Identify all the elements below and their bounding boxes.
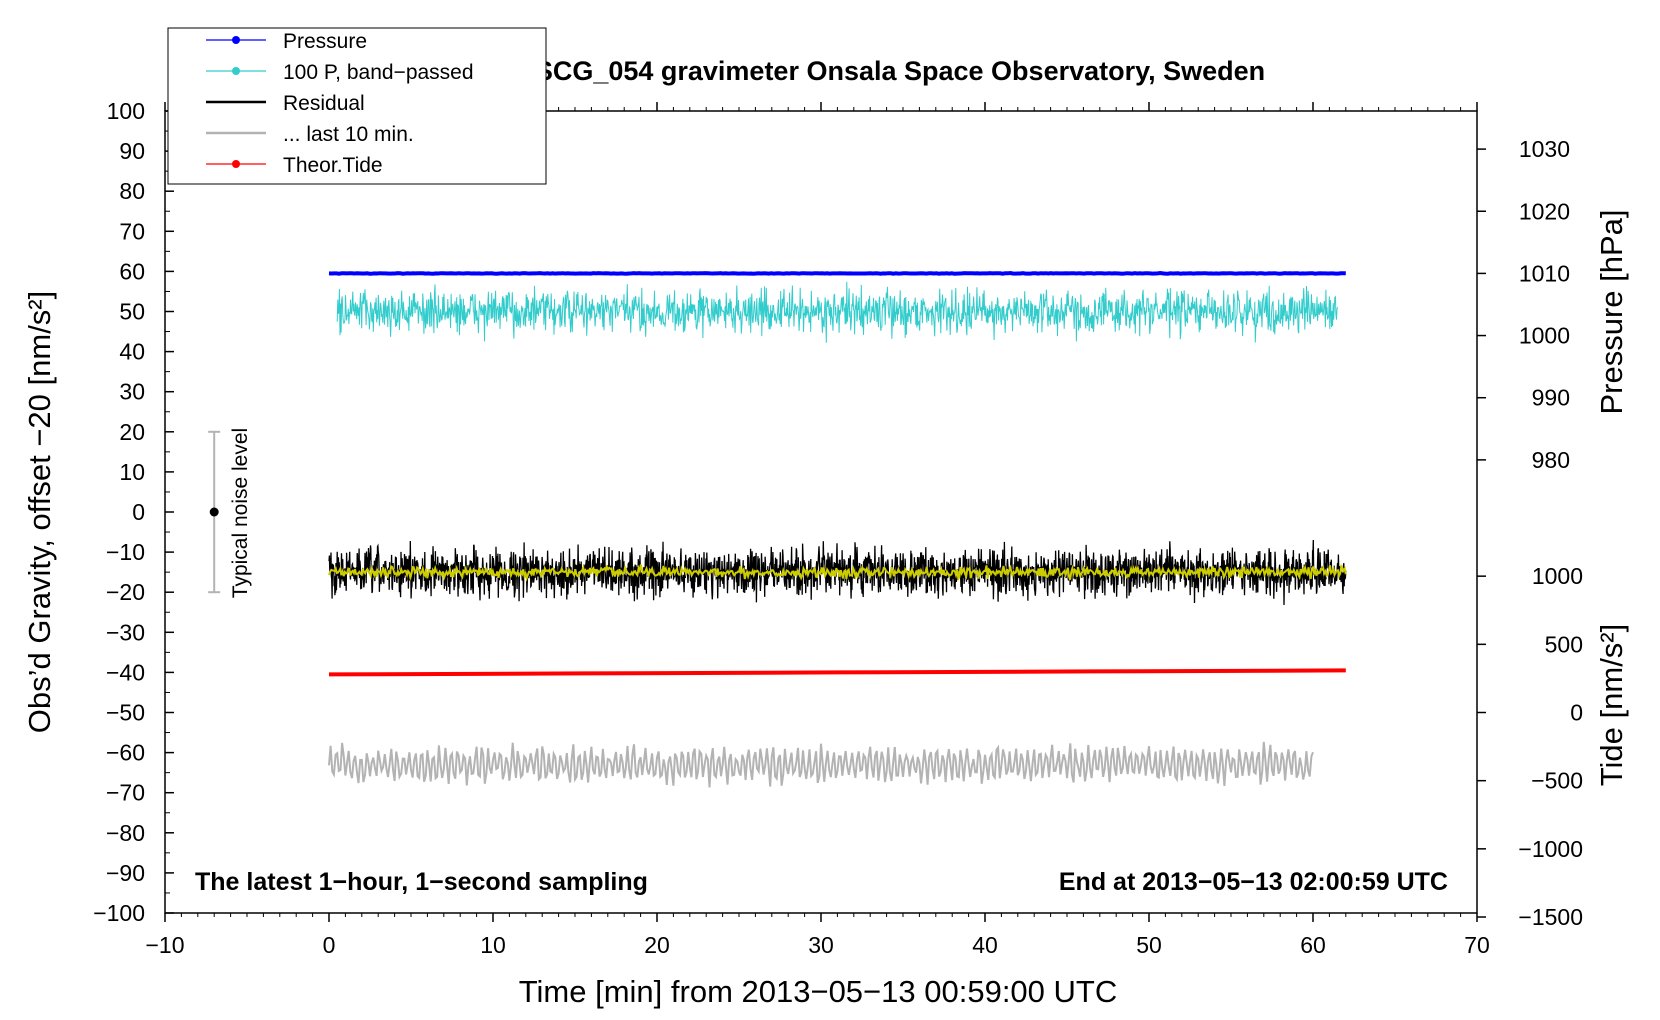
y-tick-label: −20 (106, 579, 145, 605)
x-tick-label: 0 (323, 932, 336, 958)
legend-marker (232, 160, 240, 168)
noise-bar-center (209, 507, 219, 517)
legend-marker (232, 67, 240, 75)
annotation-end-time: End at 2013−05−13 02:00:59 UTC (1059, 868, 1448, 896)
legend-label: Theor.Tide (283, 154, 383, 177)
x-tick-label: 70 (1464, 932, 1490, 958)
tide-tick-label: −1000 (1518, 836, 1583, 862)
y-tick-label: −100 (93, 900, 145, 926)
y-tick-label: 80 (119, 178, 145, 204)
y-tick-label: −50 (106, 700, 145, 726)
y-tick-label: 10 (119, 459, 145, 485)
annotation-latest-hour: The latest 1−hour, 1−second sampling (195, 868, 648, 896)
tide-tick-label: −500 (1531, 768, 1583, 794)
x-tick-label: 30 (808, 932, 834, 958)
y-axis-label: Obs’d Gravity, offset −20 [nm/s²] (22, 291, 57, 734)
pressure-tick-label: 1020 (1519, 198, 1570, 224)
x-tick-label: 20 (644, 932, 670, 958)
series-pressure (328, 270, 1346, 276)
tide-tick-label: 500 (1545, 631, 1583, 657)
y-tick-label: 0 (132, 499, 145, 525)
y-tick-label: 20 (119, 419, 145, 445)
pressure-tick-label: 1030 (1519, 136, 1570, 162)
x-tick-label: 50 (1136, 932, 1162, 958)
legend-label: ... last 10 min. (283, 123, 414, 146)
plot-frame (164, 110, 1478, 914)
y-tick-label: 100 (107, 98, 145, 124)
y-tick-label: 50 (119, 299, 145, 325)
legend-marker (232, 36, 240, 44)
legend-box (167, 27, 547, 185)
pressure-axis-label: Pressure [hPa] (1594, 209, 1629, 414)
y-tick-label: −30 (106, 619, 145, 645)
series-last-10-min (328, 741, 1314, 788)
series-smoothed-residual (328, 563, 1347, 582)
y-tick-label: 60 (119, 258, 145, 284)
noise-bar-label: Typical noise level (229, 428, 252, 598)
pressure-tick-label: 980 (1532, 447, 1570, 473)
legend: Pressure 100 P, band−passed Residual ... la… (167, 27, 547, 185)
pressure-tick-label: 1010 (1519, 260, 1570, 286)
x-axis-label: Time [min] from 2013−05−13 00:59:00 UTC (519, 974, 1118, 1009)
x-tick-label: 60 (1300, 932, 1326, 958)
chart-title: SCG_054 gravimeter Onsala Space Observat… (535, 56, 1265, 86)
y-tick-label: −60 (106, 740, 145, 766)
y-tick-label: 70 (119, 218, 145, 244)
y-tick-label: −90 (106, 860, 145, 886)
y-tick-label: −80 (106, 820, 145, 846)
series-theor-tide (328, 668, 1346, 677)
legend-label: 100 P, band−passed (283, 61, 474, 84)
y-tick-label: −70 (106, 780, 145, 806)
y-tick-label: 30 (119, 379, 145, 405)
pressure-tick-label: 1000 (1519, 323, 1570, 349)
tide-tick-label: 1000 (1532, 563, 1583, 589)
legend-label: Residual (283, 92, 365, 115)
series-band-passed (336, 281, 1339, 343)
y-tick-label: 40 (119, 339, 145, 365)
y-tick-label: 90 (119, 138, 145, 164)
legend-label: Pressure (283, 30, 367, 53)
x-tick-label: 10 (480, 932, 506, 958)
x-tick-label: 40 (972, 932, 998, 958)
tide-tick-label: 0 (1570, 700, 1583, 726)
tide-axis-label: Tide [nm/s²] (1594, 624, 1629, 787)
y-tick-label: −10 (106, 539, 145, 565)
pressure-tick-label: 990 (1532, 385, 1570, 411)
x-tick-label: −10 (145, 932, 184, 958)
tide-tick-label: −1500 (1518, 904, 1583, 930)
y-tick-label: −40 (106, 659, 145, 685)
